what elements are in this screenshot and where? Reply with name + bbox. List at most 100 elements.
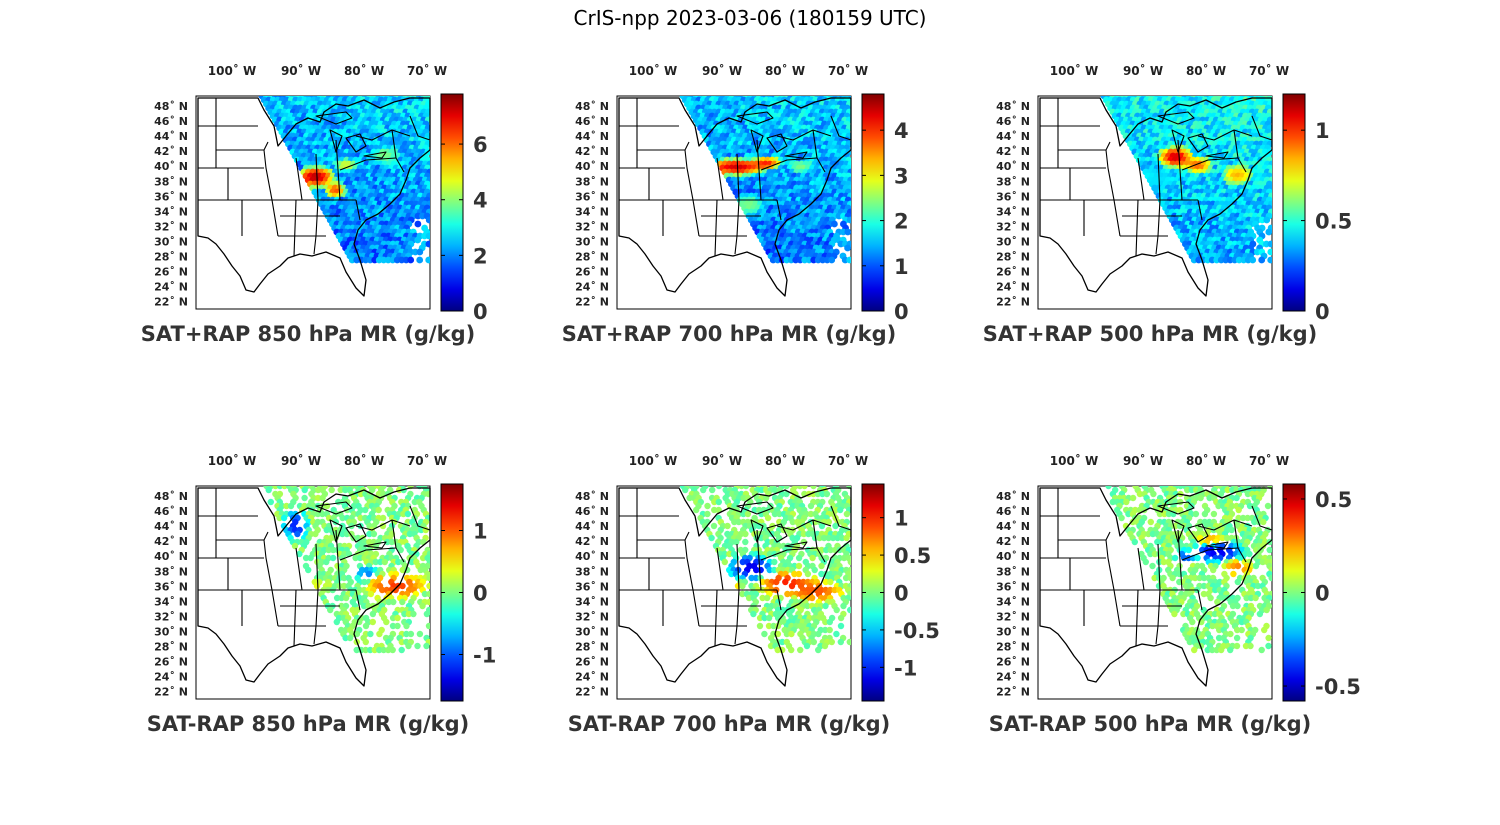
colorbar-tick-label: 0 — [1315, 582, 1330, 606]
lon-label: 90˚ W — [1123, 63, 1163, 78]
lon-label: 80˚ W — [765, 63, 805, 78]
lon-label: 90˚ W — [281, 63, 321, 78]
lon-label: 80˚ W — [1186, 63, 1226, 78]
lon-label: 80˚ W — [344, 453, 384, 468]
figure-title: CrIS-npp 2023-03-06 (180159 UTC) — [573, 6, 927, 30]
lat-label: 34˚ N — [996, 595, 1030, 608]
lon-label: 70˚ W — [828, 453, 868, 468]
lon-label: 70˚ W — [1249, 63, 1289, 78]
data-swath — [258, 96, 430, 264]
colorbar-tick-label: 1 — [473, 520, 488, 544]
colorbar-tick-label: -0.5 — [894, 619, 940, 643]
lat-label: 36˚ N — [154, 580, 188, 593]
lat-label: 40˚ N — [996, 550, 1030, 563]
lat-label: 22˚ N — [996, 686, 1030, 699]
colorbar-tick-label: 0 — [894, 300, 909, 324]
lat-label: 46˚ N — [575, 115, 609, 128]
lat-label: 38˚ N — [996, 565, 1030, 578]
lat-label: 42˚ N — [996, 145, 1030, 158]
lat-label: 46˚ N — [154, 115, 188, 128]
panel-title: SAT+RAP 500 hPa MR (g/kg) — [983, 322, 1317, 346]
lat-label: 24˚ N — [575, 671, 609, 684]
lon-label: 70˚ W — [407, 63, 447, 78]
lat-label: 38˚ N — [996, 175, 1030, 188]
map-frame — [1037, 485, 1273, 700]
panel-title: SAT-RAP 700 hPa MR (g/kg) — [568, 712, 891, 736]
lat-label: 46˚ N — [154, 505, 188, 518]
lon-label: 100˚ W — [1050, 63, 1098, 78]
lat-label: 28˚ N — [154, 641, 188, 654]
lat-label: 28˚ N — [154, 251, 188, 264]
data-swath — [1105, 486, 1272, 654]
lat-label: 48˚ N — [996, 100, 1030, 113]
colorbar — [861, 483, 885, 702]
colorbar — [440, 93, 464, 312]
lat-label: 38˚ N — [575, 175, 609, 188]
colorbar-tick-label: 0 — [473, 300, 488, 324]
lon-label: 100˚ W — [208, 453, 256, 468]
lat-label: 46˚ N — [575, 505, 609, 518]
map-frame — [195, 95, 431, 310]
lat-label: 24˚ N — [154, 671, 188, 684]
lat-label: 40˚ N — [996, 160, 1030, 173]
lon-label: 100˚ W — [629, 63, 677, 78]
lat-label: 22˚ N — [575, 296, 609, 309]
lat-label: 46˚ N — [996, 505, 1030, 518]
lon-label: 100˚ W — [208, 63, 256, 78]
colorbar — [1282, 483, 1306, 702]
colorbar-tick-label: 2 — [894, 210, 909, 234]
colorbar-tick-label: -1 — [473, 644, 496, 668]
lat-label: 26˚ N — [996, 656, 1030, 669]
lon-label: 100˚ W — [1050, 453, 1098, 468]
colorbar-tick-label: 0 — [894, 582, 909, 606]
lat-label: 32˚ N — [154, 220, 188, 233]
state-boundaries — [618, 97, 852, 297]
lat-label: 48˚ N — [154, 100, 188, 113]
lat-label: 46˚ N — [996, 115, 1030, 128]
panel-title: SAT+RAP 700 hPa MR (g/kg) — [562, 322, 896, 346]
colorbar-tick-label: 0 — [1315, 300, 1330, 324]
colorbar-tick-label: 2 — [473, 244, 488, 268]
lat-label: 30˚ N — [996, 235, 1030, 248]
lon-label: 90˚ W — [1123, 453, 1163, 468]
lat-label: 44˚ N — [575, 520, 609, 533]
lat-label: 28˚ N — [575, 251, 609, 264]
lat-label: 42˚ N — [575, 535, 609, 548]
data-swath — [679, 486, 851, 654]
lat-label: 30˚ N — [575, 235, 609, 248]
state-boundaries — [1039, 487, 1273, 687]
lat-label: 36˚ N — [154, 190, 188, 203]
lat-label: 40˚ N — [154, 160, 188, 173]
colorbar-tick-label: 6 — [473, 133, 488, 157]
lat-label: 48˚ N — [575, 100, 609, 113]
map-frame — [616, 485, 852, 700]
lat-label: 32˚ N — [575, 220, 609, 233]
lat-label: 36˚ N — [575, 190, 609, 203]
colorbar-tick-label: 3 — [894, 164, 909, 188]
lat-label: 38˚ N — [575, 565, 609, 578]
lat-label: 40˚ N — [154, 550, 188, 563]
lon-label: 70˚ W — [407, 453, 447, 468]
lat-label: 34˚ N — [996, 205, 1030, 218]
lon-label: 90˚ W — [702, 63, 742, 78]
lat-label: 24˚ N — [575, 281, 609, 294]
lat-label: 44˚ N — [996, 520, 1030, 533]
lon-label: 80˚ W — [1186, 453, 1226, 468]
lat-label: 30˚ N — [996, 625, 1030, 638]
lat-label: 24˚ N — [996, 671, 1030, 684]
lat-label: 44˚ N — [154, 520, 188, 533]
map-frame — [195, 485, 431, 700]
lat-label: 38˚ N — [154, 175, 188, 188]
lat-label: 42˚ N — [154, 535, 188, 548]
lat-label: 28˚ N — [575, 641, 609, 654]
data-swath — [263, 486, 430, 654]
lat-label: 22˚ N — [996, 296, 1030, 309]
lon-label: 70˚ W — [828, 63, 868, 78]
lat-label: 48˚ N — [996, 490, 1030, 503]
colorbar-tick-label: 0.5 — [1315, 210, 1352, 234]
lon-label: 80˚ W — [765, 453, 805, 468]
state-boundaries — [197, 487, 431, 687]
state-boundaries — [1039, 97, 1273, 297]
